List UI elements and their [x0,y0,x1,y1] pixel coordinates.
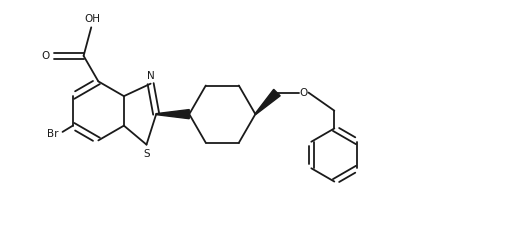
Text: O: O [299,88,307,98]
Text: N: N [147,70,155,80]
Text: Br: Br [46,129,58,139]
Text: OH: OH [84,14,101,24]
Text: O: O [42,51,50,61]
Polygon shape [254,89,279,114]
Polygon shape [156,110,189,119]
Text: S: S [144,149,150,159]
